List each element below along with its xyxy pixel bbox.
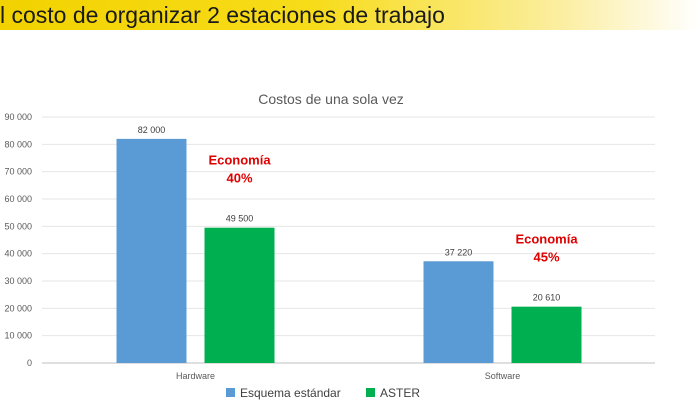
- annotation-text: 45%: [533, 250, 559, 265]
- legend-swatch: [366, 388, 375, 397]
- y-tick-label: 60 000: [4, 194, 32, 204]
- x-axis: Hardware Software: [176, 371, 520, 381]
- y-tick-label: 50 000: [4, 221, 32, 231]
- legend-label: Esquema estándar: [240, 386, 341, 400]
- chart-title: Costos de una sola vez: [258, 91, 404, 107]
- y-axis: 0 10 000 20 000 30 000 40 000 50 000 60 000 70 …: [4, 112, 32, 368]
- y-tick-label: 90 000: [4, 112, 32, 122]
- y-tick-label: 10 000: [4, 331, 32, 341]
- data-label: 37 220: [445, 247, 473, 257]
- y-tick-label: 80 000: [4, 139, 32, 149]
- legend-swatch: [226, 388, 235, 397]
- y-tick-label: 20 000: [4, 303, 32, 313]
- y-tick-label: 0: [27, 358, 32, 368]
- legend: Esquema estándar ASTER: [226, 386, 420, 400]
- annotation-text: 40%: [226, 171, 252, 186]
- slide-title: l costo de organizar 2 estaciones de tra…: [0, 2, 445, 28]
- annotation-text: Economía: [515, 232, 578, 247]
- annotations: Economía 40% Economía 45%: [208, 153, 578, 265]
- x-tick-label: Software: [485, 371, 521, 381]
- y-tick-label: 70 000: [4, 167, 32, 177]
- data-label: 20 610: [533, 293, 561, 303]
- y-tick-label: 40 000: [4, 249, 32, 259]
- x-tick-label: Hardware: [176, 371, 215, 381]
- data-label: 49 500: [226, 214, 254, 224]
- bar: [423, 261, 494, 363]
- bar: [204, 227, 275, 363]
- data-label: 82 000: [138, 125, 166, 135]
- annotation-text: Economía: [208, 153, 271, 168]
- bar: [511, 306, 582, 363]
- legend-label: ASTER: [380, 386, 420, 400]
- y-tick-label: 30 000: [4, 276, 32, 286]
- bars-group: 82 000 49 500 37 220 20 610: [116, 125, 582, 363]
- bar: [116, 138, 187, 363]
- header-bar: l costo de organizar 2 estaciones de tra…: [0, 0, 700, 30]
